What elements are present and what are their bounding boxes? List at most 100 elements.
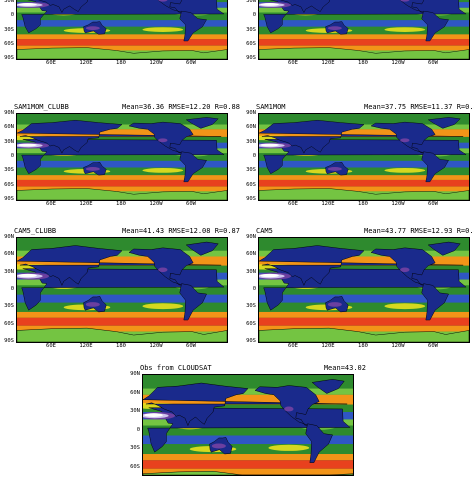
cloud-band bbox=[17, 20, 227, 27]
continent-namerica bbox=[370, 247, 436, 286]
map-canvas bbox=[17, 0, 227, 59]
map-canvas bbox=[259, 114, 469, 200]
lon-tick-label: 120E bbox=[321, 60, 335, 66]
panel-title: CAM5_CLUBB bbox=[14, 227, 57, 235]
cloud-band bbox=[17, 175, 227, 180]
lat-tick-label: 30N bbox=[246, 138, 256, 145]
cloud-band bbox=[17, 45, 227, 51]
lon-tick-label: 60E bbox=[46, 343, 56, 349]
continent-eurasia bbox=[17, 245, 222, 286]
cloud-band bbox=[17, 34, 227, 40]
map-canvas bbox=[17, 114, 227, 200]
cloud-anomaly bbox=[384, 27, 426, 32]
panel-stats: Mean=43.77 RMSE=12.93 R=0.82 bbox=[363, 227, 474, 235]
continent-eurasia bbox=[259, 245, 464, 286]
lon-tick-label: 120W bbox=[391, 343, 405, 349]
cloud-fraction-map bbox=[142, 374, 354, 476]
cloud-band bbox=[17, 12, 227, 21]
low-cloud-region bbox=[85, 302, 100, 307]
cloud-band bbox=[259, 153, 469, 161]
continent-samerica bbox=[179, 10, 207, 42]
continent-eurasia bbox=[17, 120, 222, 154]
cloud-band bbox=[17, 129, 227, 137]
low-cloud-region bbox=[260, 273, 279, 278]
cloud-band bbox=[259, 160, 469, 168]
lat-tick-label: 90N bbox=[4, 234, 14, 240]
continent-namerica bbox=[254, 385, 320, 426]
lon-tick-label: 120W bbox=[149, 60, 163, 66]
lon-tick-label: 60W bbox=[428, 60, 438, 66]
lat-tick-label: 60S bbox=[4, 181, 14, 188]
cloud-band bbox=[259, 114, 469, 125]
panel-sam1mom: SAM1MOM Mean=37.75 RMSE=11.37 R=0.85 90N 60… bbox=[246, 103, 474, 223]
lat-tick-label: 0 bbox=[10, 153, 14, 159]
continent-namerica bbox=[399, 0, 426, 13]
cloud-band bbox=[259, 179, 469, 187]
lat-tick-label: 60S bbox=[246, 40, 256, 47]
lat-tick-label: 0 bbox=[10, 286, 14, 292]
continent-greenland bbox=[185, 117, 219, 129]
lat-tick-label: 30S bbox=[4, 26, 14, 33]
panel-top-right: 30N 0 30S 60S 90S 60E 120E 180 120W 60W bbox=[246, 0, 470, 82]
lat-tick-label: 30N bbox=[246, 268, 256, 275]
cloud-band bbox=[17, 311, 227, 318]
panel-top-left: 30N 0 30S 60S 90S 60E 120E 180 120W 60W bbox=[4, 0, 228, 82]
panel-obs-cloudsat: Obs from CLOUDSAT Mean=43.02 90N 60N 30N 0 30S… bbox=[130, 364, 366, 498]
low-cloud-region bbox=[211, 443, 226, 449]
cloud-band bbox=[17, 114, 227, 125]
cloud-band bbox=[259, 34, 469, 40]
lon-tick-label: 120W bbox=[149, 343, 163, 349]
lon-tick-label: 60W bbox=[186, 201, 196, 207]
lon-tick-label: 60W bbox=[186, 60, 196, 66]
panel-stats: Mean=43.02 bbox=[323, 364, 366, 372]
cloud-anomaly bbox=[384, 303, 426, 310]
lat-tick-label: 30S bbox=[246, 303, 256, 310]
lat-tick-label: 60S bbox=[4, 40, 14, 47]
continent-samerica bbox=[421, 283, 449, 321]
lat-tick-label: 60N bbox=[246, 251, 256, 258]
cloud-fraction-map bbox=[258, 237, 470, 343]
cloud-band bbox=[17, 179, 227, 187]
cloud-band bbox=[143, 394, 353, 405]
cloud-band bbox=[17, 256, 227, 266]
lon-tick-label: 180 bbox=[116, 60, 126, 66]
lon-tick-label: 120E bbox=[79, 60, 93, 66]
lon-tick-label: 180 bbox=[358, 60, 368, 66]
cloud-band bbox=[17, 317, 227, 326]
lon-tick-label: 60E bbox=[288, 343, 298, 349]
lat-tick-label: 30S bbox=[4, 303, 14, 310]
continent-greenland bbox=[427, 117, 461, 129]
cloud-band bbox=[17, 153, 227, 161]
panel-title: SAM1MOM bbox=[256, 103, 286, 111]
lat-tick-label: 90N bbox=[246, 110, 256, 116]
map-canvas bbox=[143, 375, 353, 475]
lon-tick-label: 60W bbox=[428, 201, 438, 207]
lon-tick-label: 120E bbox=[321, 343, 335, 349]
lat-tick-label: 90S bbox=[4, 338, 14, 344]
lon-tick-label: 120E bbox=[321, 201, 335, 207]
continent-samerica bbox=[305, 423, 333, 463]
lat-tick-label: 90N bbox=[246, 234, 256, 240]
cloud-band bbox=[259, 285, 469, 295]
cloud-band bbox=[259, 256, 469, 266]
lon-tick-label: 60W bbox=[428, 343, 438, 349]
cloud-fraction-map bbox=[16, 113, 228, 201]
continent-greenland bbox=[427, 241, 461, 256]
cloud-band bbox=[259, 317, 469, 326]
cloud-anomaly bbox=[142, 303, 184, 310]
continent-namerica bbox=[128, 247, 194, 286]
continent-namerica bbox=[128, 121, 194, 154]
cloud-band bbox=[259, 129, 469, 137]
lon-tick-label: 120E bbox=[79, 343, 93, 349]
lon-tick-label: 120W bbox=[391, 201, 405, 207]
cloud-band bbox=[259, 26, 469, 35]
lat-tick-label: 60S bbox=[246, 181, 256, 188]
continent-antarctica bbox=[17, 47, 227, 59]
low-cloud-region bbox=[327, 167, 342, 171]
lon-tick-label: 180 bbox=[116, 343, 126, 349]
cloud-band bbox=[259, 39, 469, 46]
low-cloud-region bbox=[158, 267, 168, 273]
lon-tick-label: 60E bbox=[288, 201, 298, 207]
continent-greenland bbox=[185, 241, 219, 256]
lat-tick-label: 90S bbox=[4, 196, 14, 202]
